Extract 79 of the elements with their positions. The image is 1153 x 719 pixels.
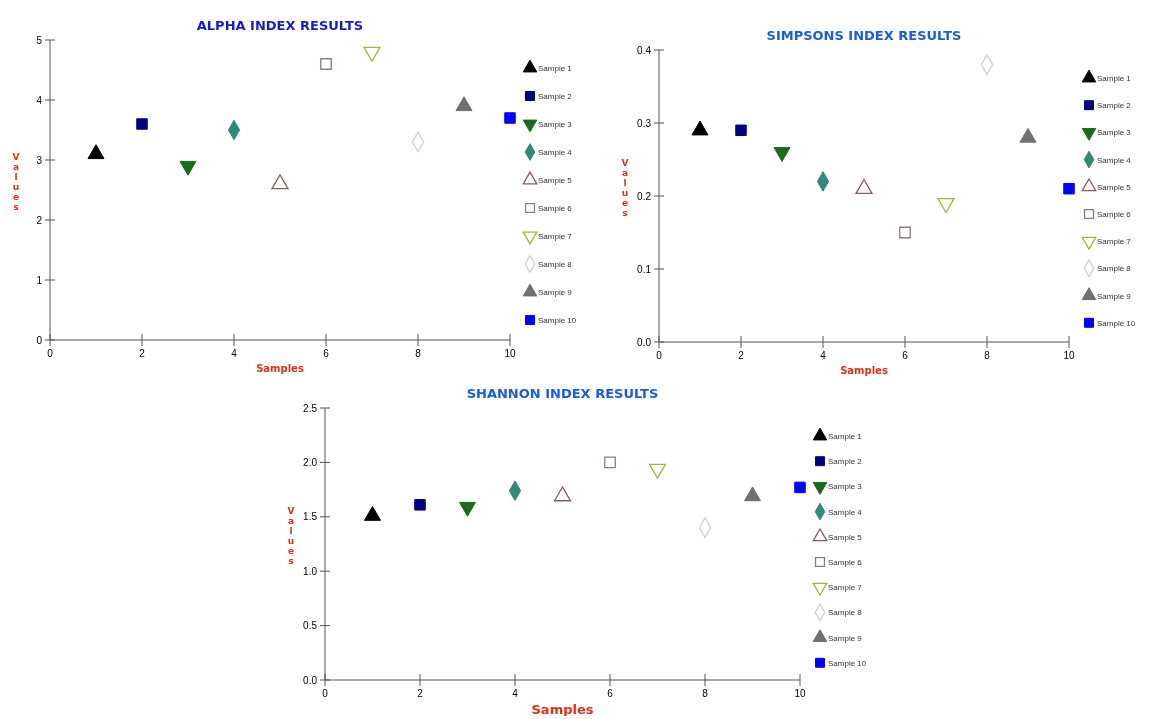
y-axis-title: Values — [287, 506, 295, 566]
x-tick-label: 10 — [794, 688, 806, 699]
legend-label: Sample 5 — [828, 532, 863, 542]
x-tick-label: 10 — [504, 348, 516, 359]
y-tick-label: 2.5 — [303, 402, 318, 414]
legend-label: Sample 3 — [538, 120, 573, 129]
x-tick-label: 0 — [656, 350, 663, 361]
point — [459, 501, 476, 517]
x-tick-label: 4 — [820, 350, 827, 361]
legend-label: Sample 1 — [828, 432, 863, 441]
y-tick-label: 2 — [36, 214, 43, 226]
y-tick-label: 0 — [36, 334, 43, 346]
x-tick-label: 6 — [607, 688, 614, 699]
legend-label: Sample 2 — [1097, 101, 1132, 111]
legend-label: Sample 8 — [828, 608, 863, 618]
x-tick-label: 2 — [139, 348, 146, 359]
legend-label: Sample 5 — [538, 176, 573, 185]
x-tick-label: 8 — [984, 350, 991, 361]
y-tick-label: 3 — [36, 154, 43, 166]
x-axis-title: Samples — [840, 365, 888, 376]
point — [604, 456, 616, 469]
x-tick-label: 10 — [1063, 350, 1075, 361]
x-tick-label: 4 — [231, 348, 238, 359]
y-tick-label: 1.0 — [303, 565, 318, 577]
legend-label: Sample 4 — [1097, 155, 1132, 165]
y-tick-label: 0.5 — [303, 620, 318, 632]
x-tick-label: 6 — [323, 348, 330, 359]
legend-label: Sample 9 — [1097, 291, 1132, 301]
x-tick-label: 8 — [702, 688, 709, 699]
x-axis-title: Samples — [531, 702, 594, 717]
x-tick-label: 0 — [322, 688, 329, 699]
chart-title: SIMPSONS INDEX RESULTS — [766, 28, 962, 43]
x-tick-label: 2 — [417, 688, 424, 699]
x-axis-title: Samples — [256, 363, 304, 374]
y-tick-label: 0.3 — [637, 117, 652, 129]
y-tick-label: 2.0 — [303, 456, 318, 468]
legend-label: Sample 9 — [538, 288, 573, 297]
legend-label: Sample 7 — [828, 583, 863, 593]
point — [414, 499, 426, 511]
x-tick-label: 6 — [902, 350, 909, 361]
legend-label: Sample 10 — [828, 658, 867, 668]
x-tick-label: 2 — [738, 350, 745, 361]
legend-label: Sample 2 — [828, 457, 863, 467]
legend-label: Sample 2 — [538, 92, 573, 101]
legend-label: Sample 7 — [1097, 237, 1132, 247]
legend-label: Sample 3 — [828, 482, 863, 492]
x-tick-label: 8 — [415, 348, 422, 359]
point — [794, 481, 806, 494]
legend-label: Sample 6 — [828, 558, 863, 567]
legend-label: Sample 10 — [1097, 318, 1136, 328]
y-axis-title: Values — [12, 152, 20, 212]
legend-label: Sample 1 — [1097, 74, 1132, 83]
y-tick-label: 5 — [36, 34, 43, 46]
legend-label: Sample 10 — [538, 316, 577, 325]
x-tick-label: 4 — [512, 688, 519, 699]
legend-label: Sample 1 — [538, 64, 573, 73]
legend-label: Sample 6 — [1097, 210, 1132, 219]
y-tick-label: 0.1 — [637, 263, 652, 275]
chart-title: ALPHA INDEX RESULTS — [196, 18, 364, 33]
y-tick-label: 1.5 — [303, 511, 318, 523]
y-tick-label: 0.4 — [637, 44, 652, 56]
legend-label: Sample 3 — [1097, 128, 1132, 138]
chart-title: SHANNON INDEX RESULTS — [466, 386, 659, 401]
point — [648, 463, 667, 479]
x-tick-label: 0 — [47, 348, 54, 359]
y-tick-label: 4 — [36, 94, 43, 106]
y-tick-label: 0.0 — [303, 674, 318, 686]
legend-label: Sample 5 — [1097, 182, 1132, 192]
y-tick-label: 0.0 — [637, 336, 652, 348]
y-axis-title: Values — [621, 158, 629, 218]
y-tick-label: 1 — [36, 274, 43, 286]
legend-label: Sample 6 — [538, 204, 573, 213]
legend-label: Sample 4 — [538, 148, 573, 157]
legend-label: Sample 9 — [828, 633, 863, 643]
legend-label: Sample 8 — [538, 260, 573, 269]
legend-label: Sample 4 — [828, 507, 863, 517]
y-tick-label: 0.2 — [637, 190, 652, 202]
legend-label: Sample 8 — [1097, 264, 1132, 274]
legend-label: Sample 7 — [538, 232, 573, 241]
